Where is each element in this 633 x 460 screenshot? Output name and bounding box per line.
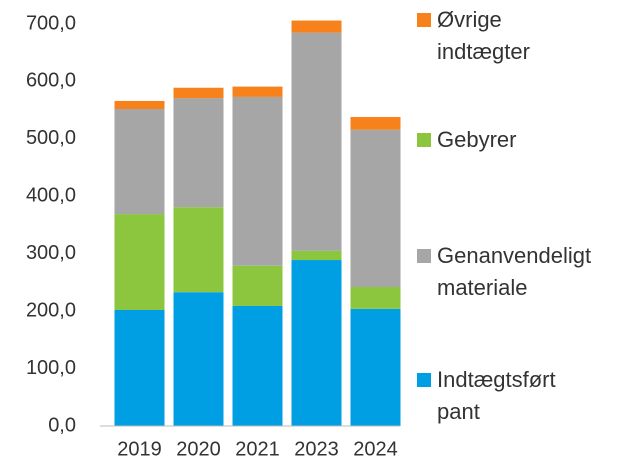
bar-segment <box>114 100 165 109</box>
legend-entry: Gebyrer <box>417 124 627 156</box>
bar-segment <box>232 265 283 306</box>
y-tick-label: 500,0 <box>26 127 76 149</box>
legend-label: Øvrige indtægter <box>437 7 530 64</box>
legend-entry: Indtægtsført pant <box>417 364 627 428</box>
x-tick-label: 2023 <box>294 438 339 460</box>
legend-entry: Øvrige indtægter <box>417 4 627 68</box>
x-tick-label: 2021 <box>235 438 280 460</box>
bar-segment <box>114 309 165 426</box>
legend-swatch <box>417 373 431 387</box>
y-tick-label: 700,0 <box>26 12 76 34</box>
bar-segment <box>173 98 224 208</box>
x-tick-label: 2020 <box>176 438 221 460</box>
bar-segment <box>350 287 401 309</box>
bar-segment <box>114 108 165 215</box>
legend-entry: Genanvendeligt materiale <box>417 240 627 304</box>
bar-segment <box>173 87 224 99</box>
y-tick-label: 200,0 <box>26 299 76 321</box>
legend-label: Indtægtsført pant <box>437 367 556 424</box>
bar-segment <box>291 250 342 261</box>
bar-segment <box>232 305 283 426</box>
bar-segment <box>114 214 165 310</box>
bar-segment <box>232 96 283 266</box>
x-tick-label: 2019 <box>117 438 162 460</box>
bar-segment <box>232 86 283 97</box>
bar-segment <box>291 32 342 251</box>
legend-swatch <box>417 13 431 27</box>
legend-swatch <box>417 133 431 147</box>
legend-label: Genanvendeligt materiale <box>437 243 592 300</box>
legend-swatch <box>417 249 431 263</box>
y-tick-label: 600,0 <box>26 70 76 92</box>
bar-segment <box>291 260 342 426</box>
legend-label: Gebyrer <box>437 127 517 152</box>
bar-segment <box>173 207 224 293</box>
y-tick-label: 100,0 <box>26 357 76 379</box>
bar-segment <box>350 117 401 130</box>
y-tick-label: 400,0 <box>26 185 76 207</box>
bar-segment <box>173 292 224 426</box>
y-tick-label: 300,0 <box>26 242 76 264</box>
bar-segment <box>350 308 401 426</box>
bar-segment <box>350 129 401 288</box>
bar-segment <box>291 20 342 33</box>
y-tick-label: 0,0 <box>48 414 76 436</box>
x-tick-label: 2024 <box>353 438 398 460</box>
